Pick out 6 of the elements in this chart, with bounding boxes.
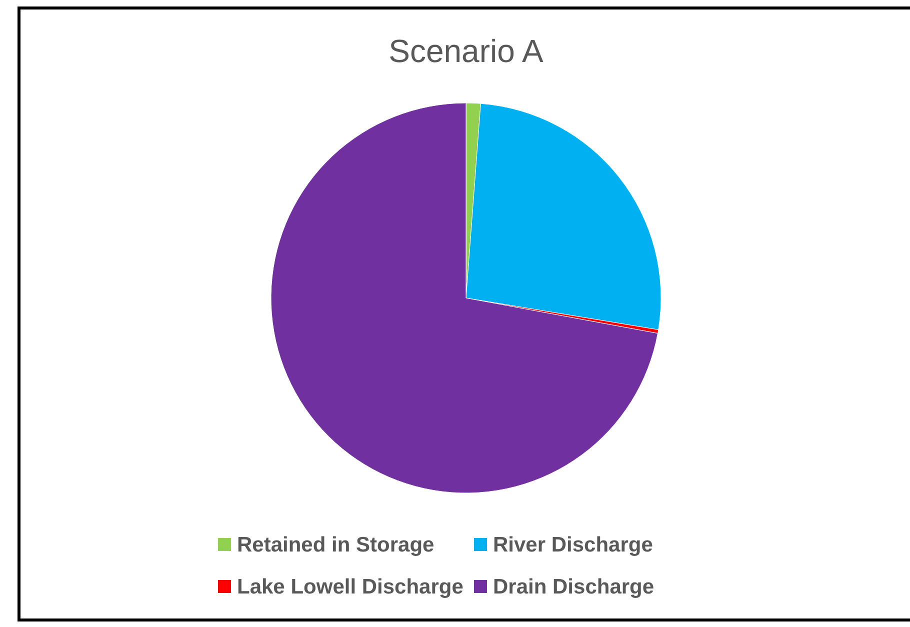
pie-slice [270, 102, 658, 494]
chart-title: Scenario A [388, 33, 544, 69]
legend-label: River Discharge [493, 534, 653, 556]
legend-label: Retained in Storage [237, 534, 434, 556]
legend-label: Drain Discharge [493, 576, 654, 598]
legend-label: Lake Lowell Discharge [237, 576, 464, 598]
